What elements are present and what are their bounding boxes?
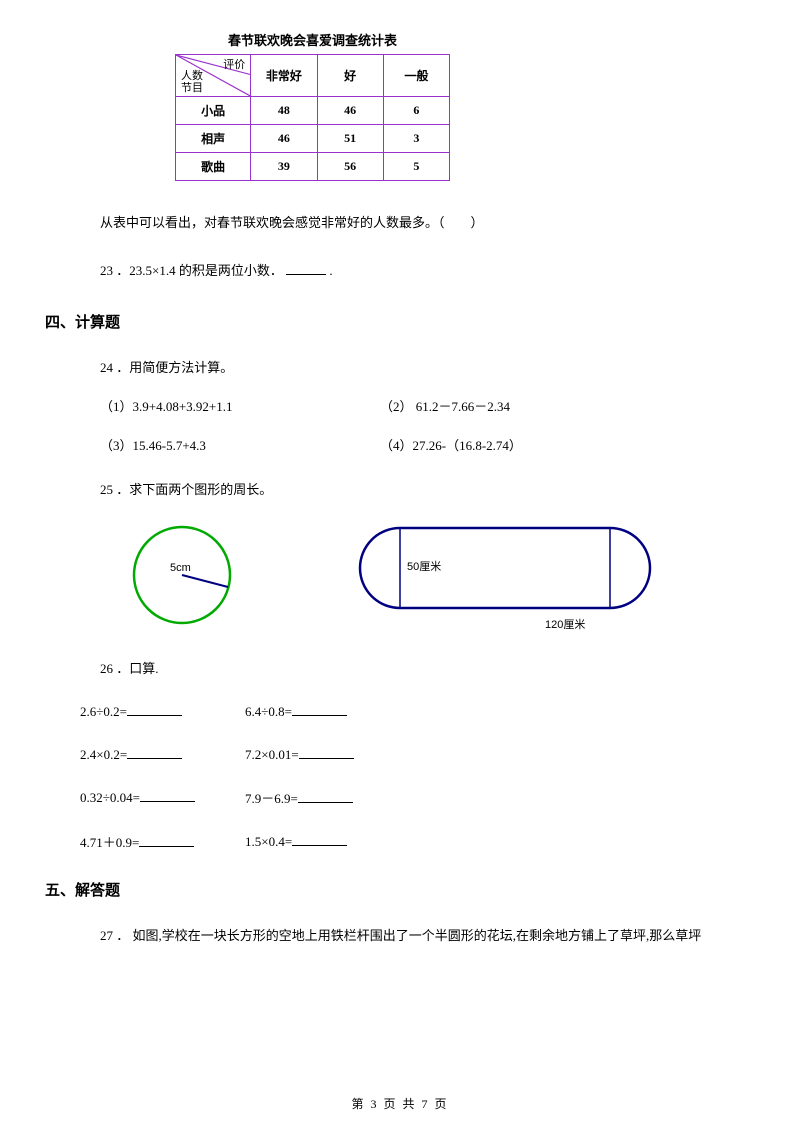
blank-underline (139, 833, 194, 847)
mental-item: 6.4÷0.8= (245, 702, 347, 720)
section-5-title: 五、解答题 (45, 879, 750, 900)
cell: 56 (317, 153, 383, 181)
survey-table-container: 春节联欢晚会喜爱调查统计表 评价 人数 节目 非常好 好 一般 小品 48 46… (175, 30, 750, 181)
table-title: 春节联欢晚会喜爱调查统计表 (175, 30, 450, 49)
blank-underline (298, 789, 353, 803)
col-header-2: 一般 (383, 55, 449, 97)
q23-suffix: . (329, 263, 332, 278)
survey-table: 评价 人数 节目 非常好 好 一般 小品 48 46 6 相声 46 51 3 … (175, 54, 450, 181)
blank-underline (127, 745, 182, 759)
blank-underline (292, 832, 347, 846)
shapes-container: 5cm 50厘米 120厘米 (130, 518, 750, 633)
row-label: 小品 (176, 97, 251, 125)
mental-row: 4.71＋0.9= 1.5×0.4= (80, 832, 750, 851)
blank-underline (140, 788, 195, 802)
q26: 26 ．口算. (100, 658, 750, 677)
mental-item: 7.9－6.9= (245, 788, 353, 807)
table-row: 相声 46 51 3 (176, 125, 450, 153)
mental-item: 2.4×0.2= (80, 745, 245, 763)
mental-row: 2.6÷0.2= 6.4÷0.8= (80, 702, 750, 720)
cell: 3 (383, 125, 449, 153)
blank-underline (299, 745, 354, 759)
mental-item: 0.32÷0.04= (80, 788, 245, 807)
circle-figure: 5cm (130, 523, 235, 628)
q23-prefix: 23 ．23.5×1.4 的积是两位小数． (100, 263, 283, 278)
col-header-1: 好 (317, 55, 383, 97)
mental-item: 7.2×0.01= (245, 745, 354, 763)
mental-item: 1.5×0.4= (245, 832, 347, 851)
q23: 23 ．23.5×1.4 的积是两位小数． . (100, 259, 750, 282)
q24: 24 ．用简便方法计算。 (100, 357, 750, 376)
row-label: 相声 (176, 125, 251, 153)
col-header-0: 非常好 (251, 55, 317, 97)
cell: 48 (251, 97, 317, 125)
cell: 46 (317, 97, 383, 125)
row-label: 歌曲 (176, 153, 251, 181)
mental-row: 0.32÷0.04= 7.9－6.9= (80, 788, 750, 807)
blank-underline (286, 261, 326, 275)
blank-underline (127, 702, 182, 716)
table-row: 歌曲 39 56 5 (176, 153, 450, 181)
calc-item: （2） 61.2－7.66－2.34 (380, 396, 510, 415)
section-4-title: 四、计算题 (45, 311, 750, 332)
calc-row-2: （3）15.46-5.7+4.3 （4）27.26-（16.8-2.74） (100, 435, 750, 454)
circle-radius-label: 5cm (170, 562, 191, 574)
q-after-table: 从表中可以看出，对春节联欢晚会感觉非常好的人数最多。（ ） (100, 211, 750, 234)
blank-underline (292, 702, 347, 716)
calc-item: （1）3.9+4.08+3.92+1.1 (100, 396, 380, 415)
cell: 5 (383, 153, 449, 181)
calc-item: （4）27.26-（16.8-2.74） (380, 435, 522, 454)
cell: 51 (317, 125, 383, 153)
stadium-width-label: 120厘米 (545, 618, 585, 631)
mental-item: 2.6÷0.2= (80, 702, 245, 720)
page-footer: 第 3 页 共 7 页 (0, 1095, 800, 1112)
cell: 46 (251, 125, 317, 153)
diag-label-bot: 节目 (181, 79, 203, 95)
mental-row: 2.4×0.2= 7.2×0.01= (80, 745, 750, 763)
q27: 27 ． 如图,学校在一块长方形的空地上用铁栏杆围出了一个半圆形的花坛,在剩余地… (100, 925, 750, 944)
diagonal-header-cell: 评价 人数 节目 (176, 55, 251, 97)
stadium-height-label: 50厘米 (407, 560, 441, 573)
calc-row-1: （1）3.9+4.08+3.92+1.1 （2） 61.2－7.66－2.34 (100, 396, 750, 415)
cell: 6 (383, 97, 449, 125)
mental-item: 4.71＋0.9= (80, 832, 245, 851)
cell: 39 (251, 153, 317, 181)
diag-label-top: 评价 (223, 56, 245, 72)
stadium-figure: 50厘米 120厘米 (345, 518, 675, 633)
table-row: 小品 48 46 6 (176, 97, 450, 125)
calc-item: （3）15.46-5.7+4.3 (100, 435, 380, 454)
q25: 25 ．求下面两个图形的周长。 (100, 479, 750, 498)
